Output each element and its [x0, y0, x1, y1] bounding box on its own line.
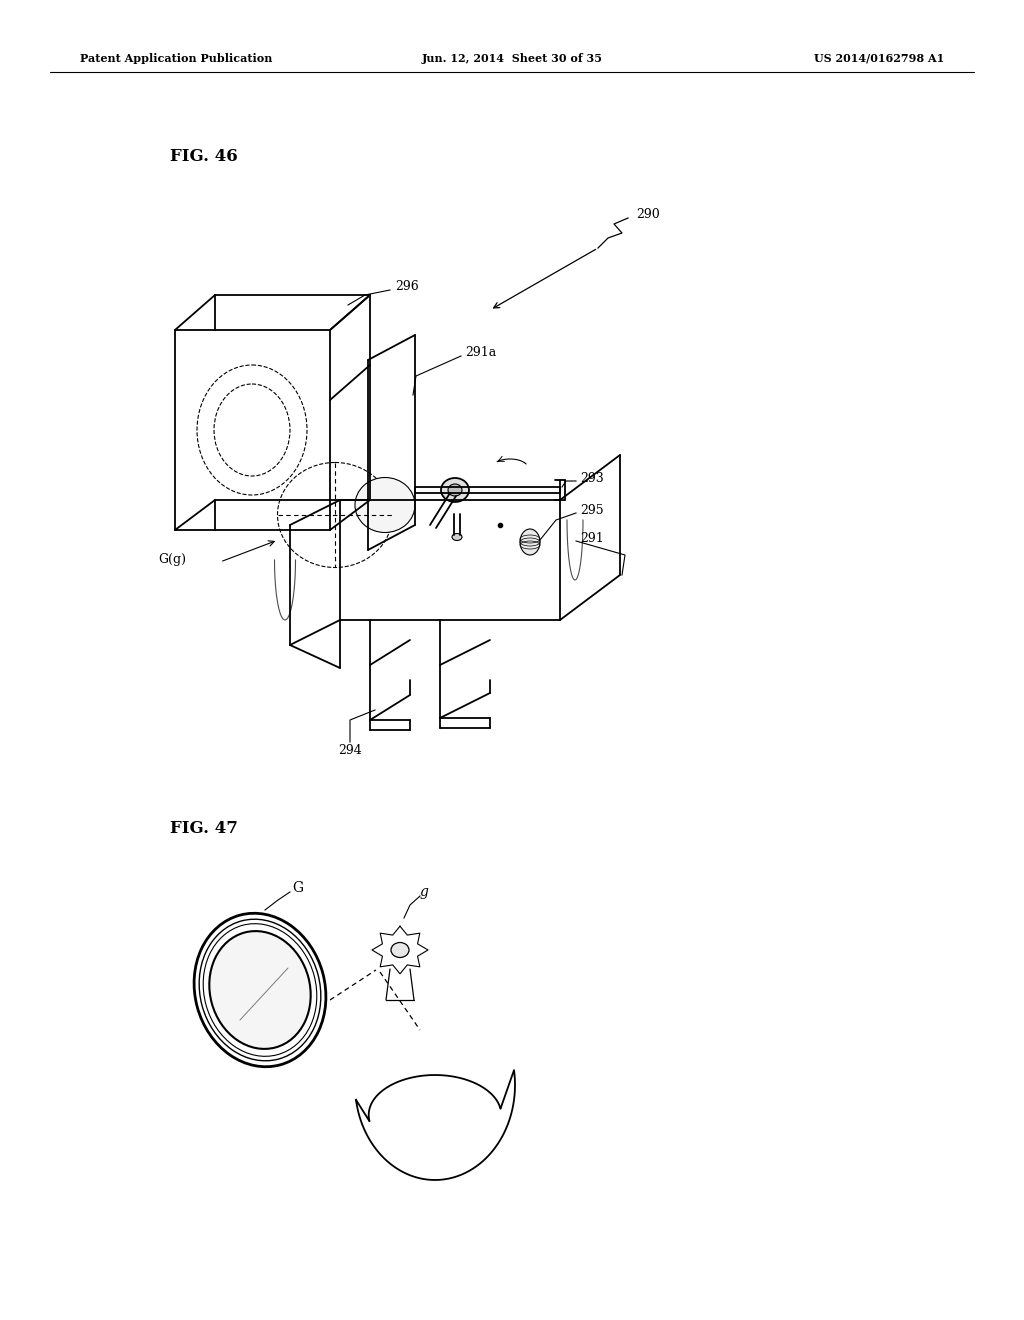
Text: 295: 295: [580, 503, 603, 516]
Text: Jun. 12, 2014  Sheet 30 of 35: Jun. 12, 2014 Sheet 30 of 35: [422, 53, 602, 63]
Text: FIG. 46: FIG. 46: [170, 148, 238, 165]
Ellipse shape: [209, 931, 310, 1049]
Text: G(g): G(g): [158, 553, 186, 566]
Ellipse shape: [520, 529, 540, 554]
Text: G: G: [292, 880, 303, 895]
Ellipse shape: [449, 484, 462, 496]
Text: US 2014/0162798 A1: US 2014/0162798 A1: [814, 53, 944, 63]
Text: 291a: 291a: [465, 346, 497, 359]
Text: g: g: [420, 884, 429, 899]
Polygon shape: [356, 1071, 515, 1180]
Text: 291: 291: [580, 532, 604, 544]
Polygon shape: [372, 927, 428, 974]
Text: 294: 294: [338, 743, 361, 756]
Text: 296: 296: [395, 280, 419, 293]
Ellipse shape: [355, 478, 415, 532]
Text: Patent Application Publication: Patent Application Publication: [80, 53, 272, 63]
Text: 290: 290: [636, 209, 659, 222]
Ellipse shape: [452, 533, 462, 540]
Text: 293: 293: [580, 471, 604, 484]
Ellipse shape: [391, 942, 409, 957]
Text: FIG. 47: FIG. 47: [170, 820, 238, 837]
Ellipse shape: [441, 478, 469, 502]
